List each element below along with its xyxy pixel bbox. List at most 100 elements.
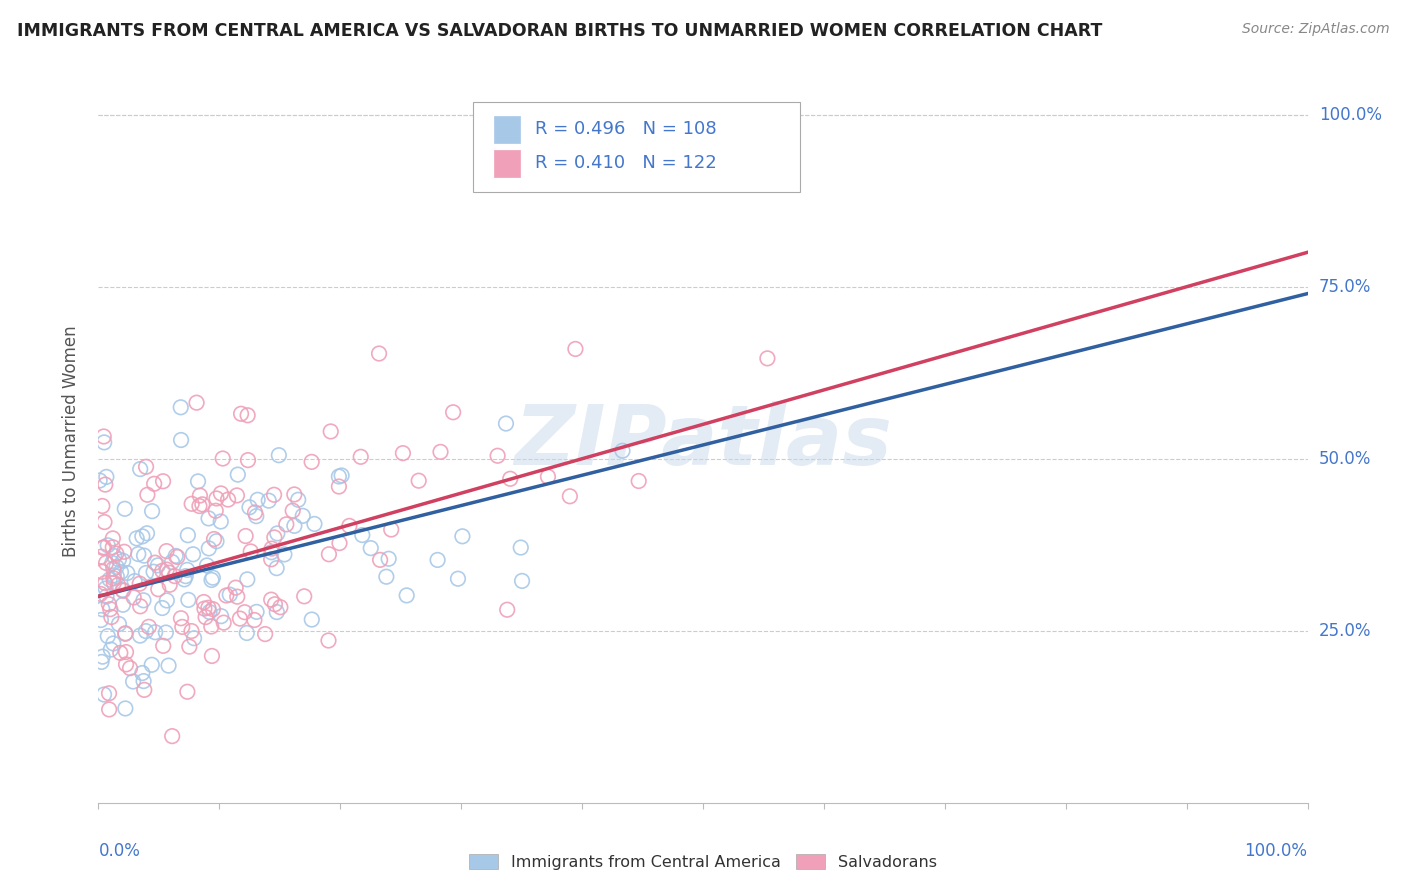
Point: [263, 488, 285, 502]
Point: [447, 572, 470, 586]
Point: [131, 666, 153, 681]
Point: [98, 573, 121, 587]
Point: [229, 407, 252, 421]
Point: [236, 453, 259, 467]
Point: [136, 526, 159, 541]
Point: [215, 589, 238, 603]
Point: [304, 516, 326, 531]
Point: [142, 565, 165, 579]
Point: [94, 576, 117, 591]
Text: 100.0%: 100.0%: [1319, 105, 1382, 124]
Point: [152, 639, 174, 653]
Point: [395, 588, 418, 602]
Point: [236, 626, 259, 640]
Point: [111, 598, 134, 612]
Point: [612, 443, 634, 458]
Text: R = 0.496   N = 108: R = 0.496 N = 108: [534, 120, 717, 138]
FancyBboxPatch shape: [474, 102, 800, 193]
Y-axis label: Births to Unmarried Women: Births to Unmarried Women: [62, 326, 80, 558]
Point: [283, 519, 305, 533]
Point: [330, 468, 353, 483]
Point: [537, 469, 560, 483]
Point: [375, 570, 398, 584]
Point: [266, 605, 288, 619]
Point: [318, 633, 340, 648]
Point: [129, 629, 152, 643]
Point: [212, 615, 235, 630]
Point: [112, 583, 135, 598]
Point: [110, 565, 132, 579]
Point: [122, 674, 145, 689]
Point: [114, 627, 136, 641]
Point: [103, 549, 125, 563]
Point: [627, 474, 650, 488]
Point: [112, 554, 135, 568]
Point: [177, 528, 200, 542]
Point: [117, 566, 139, 580]
Point: [200, 573, 222, 587]
Text: 75.0%: 75.0%: [1319, 277, 1371, 296]
Point: [292, 590, 315, 604]
Text: 25.0%: 25.0%: [1319, 622, 1371, 640]
Point: [380, 523, 402, 537]
Point: [204, 504, 226, 518]
Point: [157, 658, 180, 673]
Point: [451, 529, 474, 543]
Legend: Immigrants from Central America, Salvadorans: Immigrants from Central America, Salvado…: [461, 847, 945, 878]
Point: [98, 686, 121, 700]
Point: [495, 417, 517, 431]
Point: [94, 477, 117, 491]
Point: [160, 729, 183, 743]
Point: [236, 409, 259, 423]
Point: [260, 541, 283, 556]
Point: [229, 611, 252, 625]
Point: [245, 509, 267, 524]
Point: [193, 601, 215, 615]
Point: [426, 553, 449, 567]
Point: [209, 609, 232, 624]
Point: [114, 626, 136, 640]
Point: [124, 574, 146, 588]
Point: [103, 636, 125, 650]
Point: [205, 491, 228, 506]
Point: [170, 433, 193, 447]
Point: [181, 547, 204, 561]
Point: [108, 617, 131, 632]
Point: [155, 625, 177, 640]
Point: [225, 581, 247, 595]
Point: [96, 470, 118, 484]
Point: [260, 552, 283, 566]
Point: [226, 590, 249, 604]
Point: [510, 574, 533, 588]
Point: [319, 425, 342, 439]
Point: [328, 479, 350, 493]
Point: [101, 540, 124, 554]
Point: [105, 559, 128, 574]
Point: [509, 541, 531, 555]
Point: [136, 488, 159, 502]
Point: [246, 492, 269, 507]
Point: [129, 462, 152, 476]
Point: [218, 588, 240, 602]
Point: [96, 590, 118, 604]
Point: [98, 602, 121, 616]
Point: [195, 558, 218, 573]
Point: [368, 553, 391, 567]
Point: [105, 569, 128, 583]
Point: [100, 610, 122, 624]
Point: [254, 627, 277, 641]
Point: [148, 582, 170, 597]
Point: [392, 446, 415, 460]
Point: [217, 492, 239, 507]
Point: [236, 573, 259, 587]
Point: [243, 506, 266, 520]
Point: [368, 346, 391, 360]
Point: [125, 532, 148, 546]
Point: [90, 549, 112, 564]
Point: [264, 597, 287, 611]
Point: [429, 445, 451, 459]
Point: [180, 497, 202, 511]
Point: [93, 540, 115, 554]
Point: [187, 475, 209, 489]
Point: [103, 575, 125, 590]
